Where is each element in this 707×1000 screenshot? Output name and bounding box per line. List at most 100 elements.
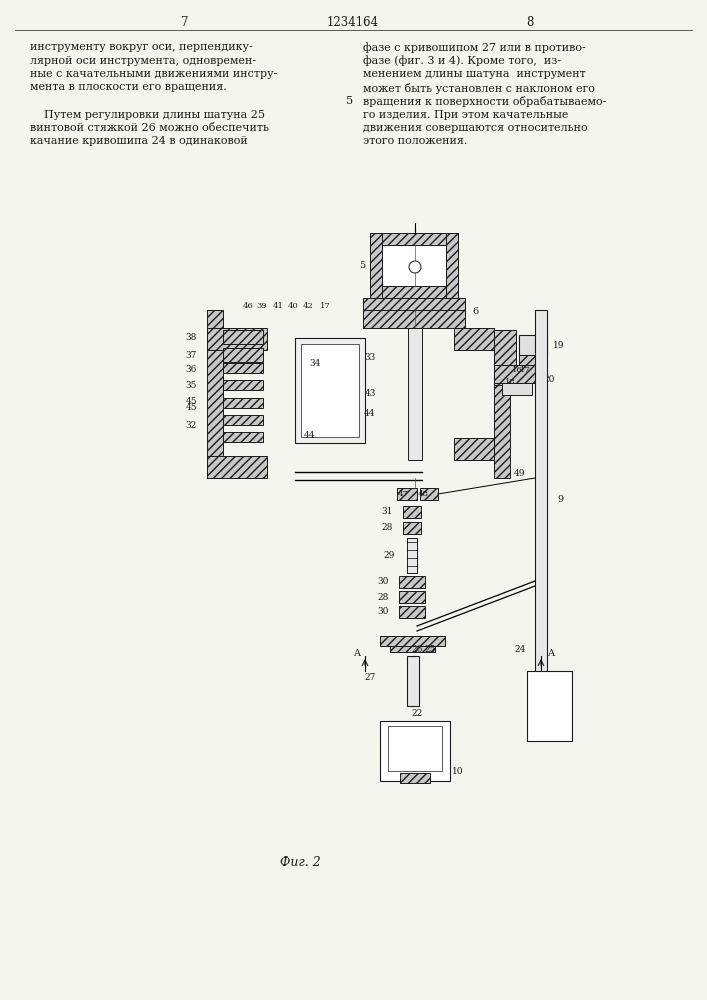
- Bar: [454, 438, 494, 460]
- Bar: [371, 312, 457, 326]
- Text: менением длины шатуна  инструмент: менением длины шатуна инструмент: [363, 69, 586, 79]
- Bar: [301, 344, 359, 437]
- Text: 44: 44: [364, 408, 375, 418]
- Bar: [399, 591, 425, 603]
- Bar: [397, 488, 417, 500]
- Bar: [399, 576, 425, 588]
- Text: 31: 31: [382, 508, 393, 516]
- Bar: [403, 506, 421, 518]
- Bar: [454, 328, 494, 350]
- Text: 24: 24: [514, 646, 526, 654]
- Bar: [408, 328, 422, 460]
- Text: 28: 28: [382, 524, 393, 532]
- Text: 5: 5: [346, 96, 354, 106]
- Text: 34: 34: [310, 359, 321, 367]
- Bar: [207, 310, 223, 478]
- Text: 28: 28: [378, 592, 389, 601]
- Bar: [223, 398, 263, 408]
- Text: 9: 9: [557, 495, 563, 504]
- Text: 38: 38: [186, 334, 197, 342]
- Bar: [399, 606, 425, 618]
- Bar: [494, 365, 539, 383]
- Text: 18: 18: [505, 378, 515, 386]
- Text: 37: 37: [186, 352, 197, 360]
- Text: го изделия. При этом качательные: го изделия. При этом качательные: [363, 109, 568, 119]
- Bar: [420, 488, 438, 500]
- Bar: [363, 310, 465, 328]
- Bar: [382, 245, 446, 286]
- Bar: [223, 330, 263, 344]
- Bar: [494, 330, 510, 478]
- Bar: [407, 656, 419, 706]
- Text: 5: 5: [359, 260, 365, 269]
- Text: 49: 49: [514, 468, 526, 478]
- Bar: [519, 355, 547, 365]
- Bar: [502, 383, 532, 395]
- Text: 10: 10: [452, 766, 464, 776]
- Text: 41: 41: [273, 302, 284, 310]
- Text: 8: 8: [526, 15, 534, 28]
- Text: 33: 33: [364, 354, 375, 362]
- Bar: [223, 415, 263, 425]
- Text: 39: 39: [257, 302, 267, 310]
- Text: 17: 17: [520, 366, 531, 374]
- Text: вращения к поверхности обрабатываемо-: вращения к поверхности обрабатываемо-: [363, 96, 607, 107]
- Text: 29: 29: [384, 550, 395, 560]
- Text: 7: 7: [181, 15, 189, 28]
- Bar: [519, 335, 547, 355]
- Bar: [535, 310, 547, 730]
- Text: инструменту вокруг оси, перпендику-: инструменту вокруг оси, перпендику-: [30, 42, 252, 52]
- Text: 25: 25: [424, 646, 436, 654]
- Bar: [370, 286, 458, 298]
- Text: 17: 17: [320, 302, 330, 310]
- Text: Путем регулировки длины шатуна 25: Путем регулировки длины шатуна 25: [30, 109, 265, 119]
- Text: 1234164: 1234164: [327, 15, 379, 28]
- Text: A: A: [547, 650, 554, 658]
- Circle shape: [409, 261, 421, 273]
- Bar: [403, 522, 421, 534]
- Text: 48: 48: [418, 490, 428, 498]
- Bar: [223, 348, 263, 362]
- Text: 45: 45: [185, 397, 197, 406]
- Text: лярной оси инструмента, одновремен-: лярной оси инструмента, одновремен-: [30, 55, 256, 66]
- Bar: [407, 538, 417, 573]
- Text: Фиг. 2: Фиг. 2: [280, 856, 320, 868]
- Text: 35: 35: [185, 380, 197, 389]
- Bar: [207, 328, 267, 350]
- Bar: [223, 363, 263, 373]
- Text: 22: 22: [411, 710, 423, 718]
- Text: 30: 30: [378, 607, 389, 616]
- Bar: [390, 646, 435, 652]
- Text: может быть установлен с наклоном его: может быть установлен с наклоном его: [363, 83, 595, 94]
- Bar: [295, 338, 365, 443]
- Text: винтовой стяжкой 26 можно обеспечить: винтовой стяжкой 26 можно обеспечить: [30, 123, 269, 133]
- Bar: [363, 298, 465, 312]
- Bar: [380, 721, 450, 781]
- Bar: [494, 330, 516, 385]
- Bar: [370, 233, 382, 298]
- Text: ные с качательными движениями инстру-: ные с качательными движениями инстру-: [30, 69, 277, 79]
- Text: мента в плоскости его вращения.: мента в плоскости его вращения.: [30, 83, 227, 93]
- Bar: [527, 671, 572, 741]
- Text: фазе (фиг. 3 и 4). Кроме того,  из-: фазе (фиг. 3 и 4). Кроме того, из-: [363, 55, 561, 66]
- Bar: [400, 773, 430, 783]
- Text: 30: 30: [378, 578, 389, 586]
- Text: 19: 19: [554, 340, 565, 350]
- Text: 44: 44: [304, 430, 316, 440]
- Text: 45: 45: [185, 403, 197, 412]
- Text: 27: 27: [364, 674, 375, 682]
- Text: 46: 46: [243, 302, 253, 310]
- Text: 32: 32: [186, 420, 197, 430]
- Text: 26: 26: [411, 646, 423, 654]
- Text: 16: 16: [512, 366, 522, 374]
- Bar: [207, 456, 267, 478]
- Text: этого положения.: этого положения.: [363, 136, 467, 146]
- Text: 43: 43: [364, 388, 375, 397]
- Text: движения совершаются относительно: движения совершаются относительно: [363, 123, 588, 133]
- Bar: [223, 380, 263, 390]
- Bar: [223, 432, 263, 442]
- Text: 42: 42: [303, 302, 313, 310]
- Text: качание кривошипа 24 в одинаковой: качание кривошипа 24 в одинаковой: [30, 136, 247, 146]
- Text: 47: 47: [397, 490, 409, 498]
- Text: 20: 20: [543, 375, 555, 384]
